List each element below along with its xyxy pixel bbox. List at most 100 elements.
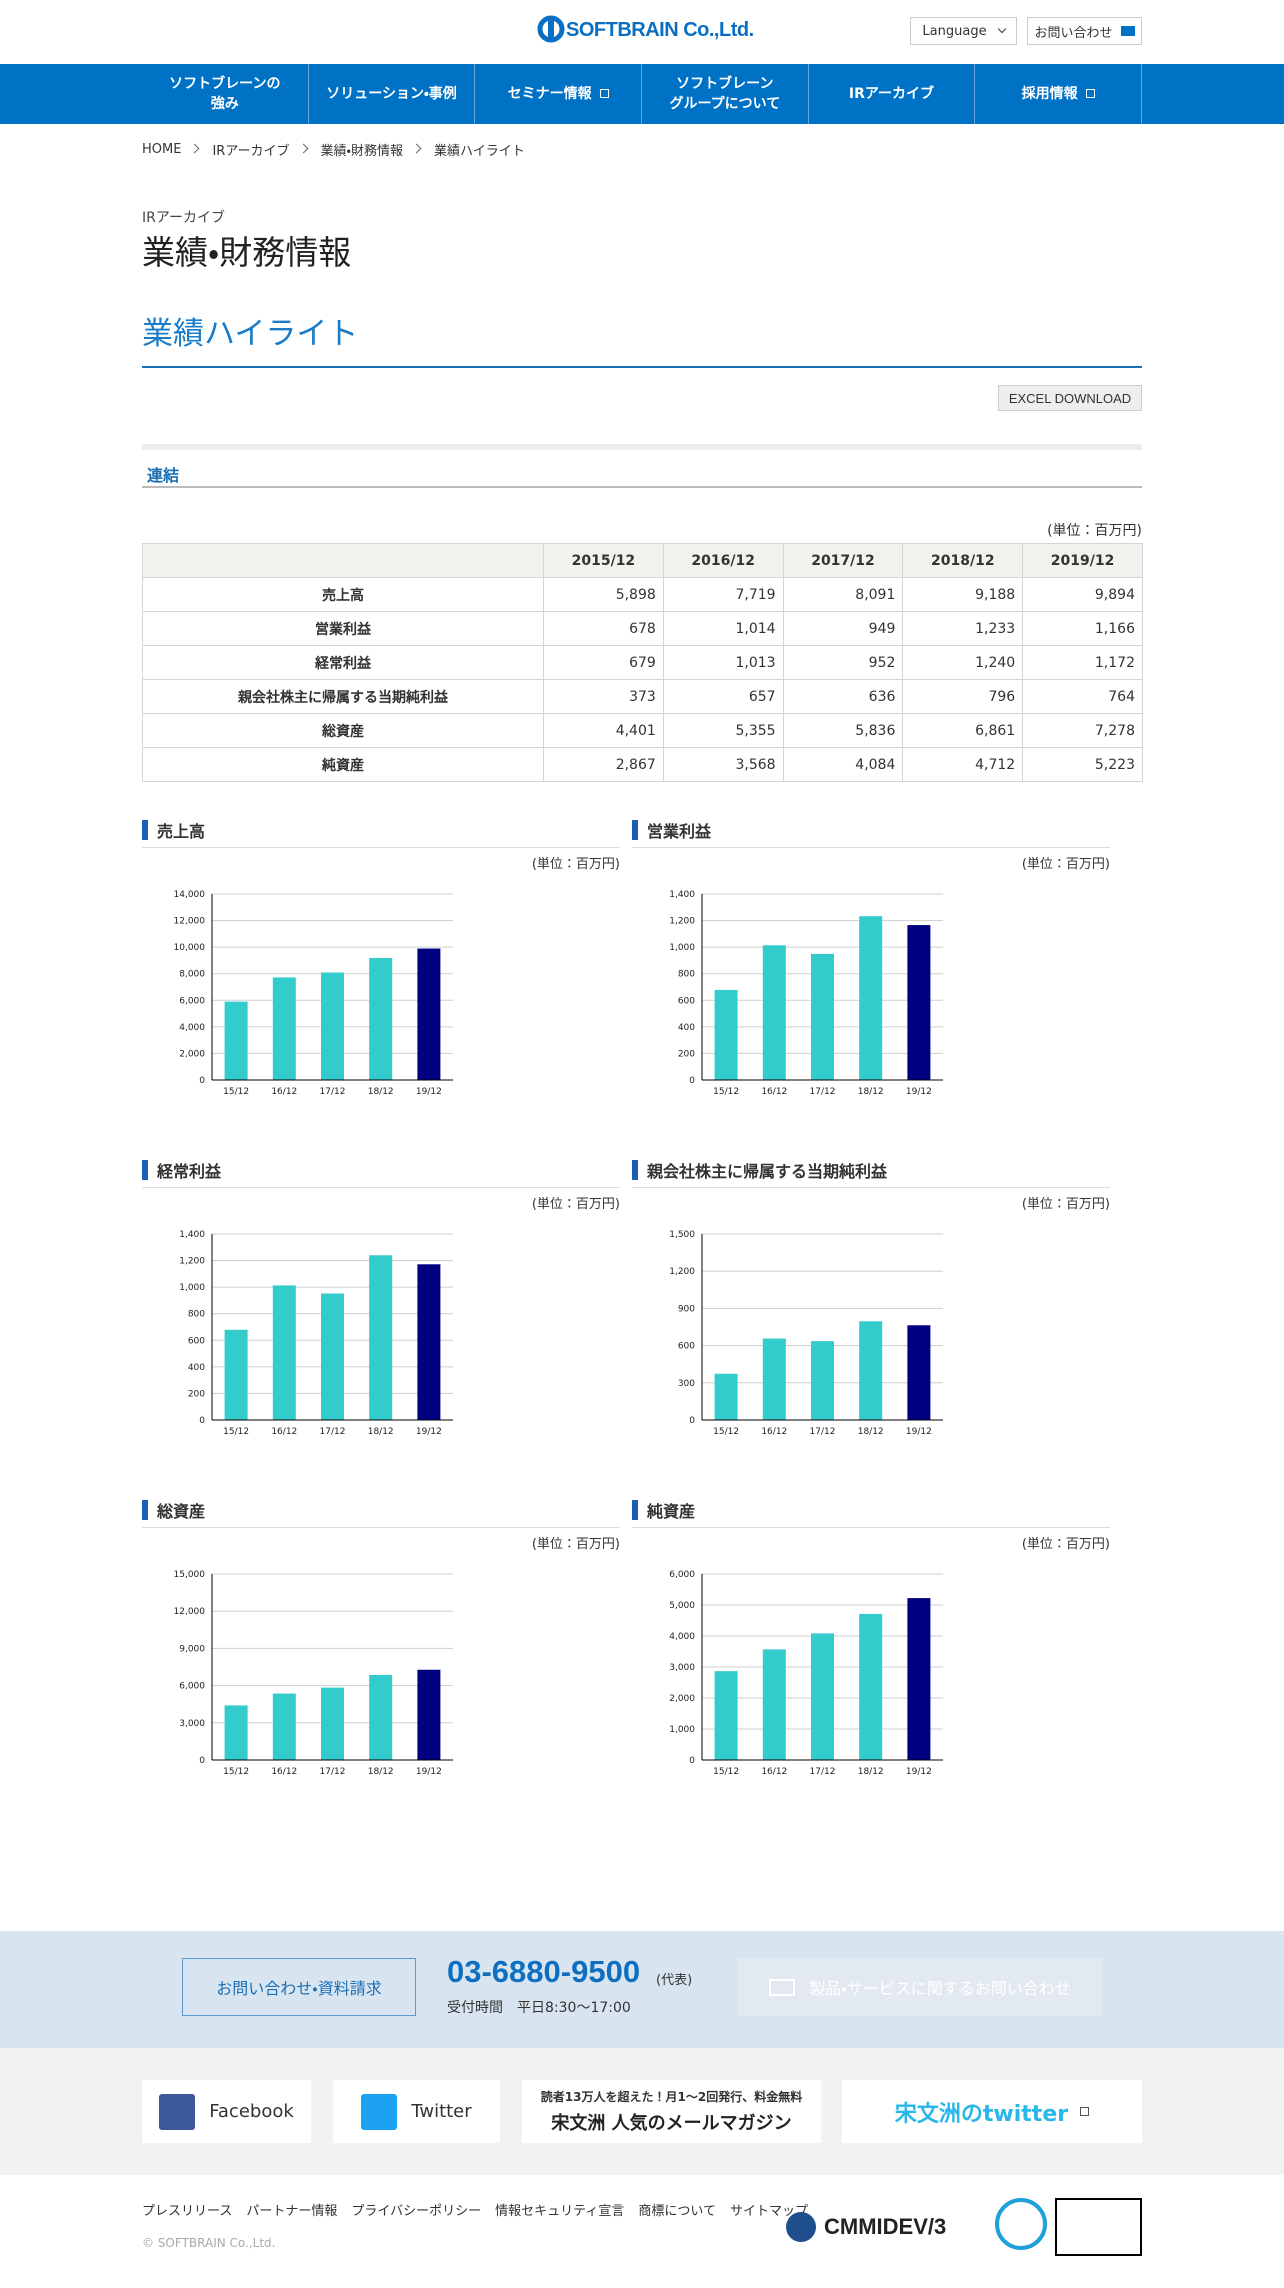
excel-download-button[interactable]: EXCEL DOWNLOAD bbox=[998, 385, 1142, 411]
x-tick-label: 19/12 bbox=[416, 1427, 442, 1437]
external-icon bbox=[1080, 2107, 1090, 2116]
nav-item[interactable]: IRアーカイブ bbox=[809, 64, 976, 124]
twitter-label: Twitter bbox=[411, 2101, 472, 2122]
chart-title: 経常利益 bbox=[156, 1162, 222, 1181]
isms-badge bbox=[1055, 2198, 1142, 2256]
bar bbox=[811, 1633, 834, 1760]
table-header-cell: 2018/12 bbox=[902, 543, 1024, 578]
x-tick-label: 16/12 bbox=[761, 1087, 787, 1097]
footer-link[interactable]: プレスリリース bbox=[142, 2204, 233, 2219]
language-select[interactable]: Language bbox=[910, 17, 1017, 45]
nav-item-line: グループについて bbox=[669, 96, 781, 112]
x-tick-label: 19/12 bbox=[416, 1087, 442, 1097]
header-contact[interactable]: お問い合わせ bbox=[1027, 17, 1142, 45]
y-tick-label: 0 bbox=[689, 1076, 695, 1086]
y-tick-label: 5,000 bbox=[669, 1601, 695, 1611]
table-label-cell: 経常利益 bbox=[142, 645, 544, 680]
breadcrumb-item[interactable]: 業績・財務情報 bbox=[320, 144, 403, 159]
song-twitter-banner[interactable]: 宋文洲のtwitter bbox=[842, 2080, 1142, 2143]
y-tick-label: 8,000 bbox=[179, 970, 205, 980]
footer-link[interactable]: サイトマップ bbox=[729, 2204, 808, 2219]
unit-label: (単位：百万円) bbox=[532, 856, 620, 872]
chart: 経常利益 (単位：百万円) 0 200 400 600 800 1,000 1,200 1,400… bbox=[142, 1160, 620, 1437]
nav-item[interactable]: ソフトブレーンの 強み bbox=[142, 64, 309, 124]
breadcrumb-item[interactable]: IRアーカイブ bbox=[212, 144, 290, 159]
facebook-banner[interactable]: Facebook bbox=[142, 2080, 311, 2143]
nav-item-line: ソリューション・事例 bbox=[326, 86, 457, 102]
table-header-cell: 2019/12 bbox=[1022, 543, 1143, 578]
y-tick-label: 12,000 bbox=[174, 1607, 206, 1617]
cmmi-icon bbox=[786, 2212, 816, 2242]
x-tick-label: 17/12 bbox=[320, 1087, 346, 1097]
tab-rule bbox=[142, 486, 1142, 488]
nav-item-line: ソフトブレーンの bbox=[169, 76, 281, 92]
footer-link[interactable]: プライバシーポリシー bbox=[351, 2204, 482, 2219]
nav-item[interactable]: ソフトブレーン グループについて bbox=[642, 64, 809, 124]
breadcrumb-item[interactable]: HOME bbox=[142, 142, 182, 157]
chart-title: 総資産 bbox=[156, 1502, 205, 1521]
facebook-icon bbox=[159, 2093, 196, 2130]
contact-button[interactable]: お問い合わせ・資料請求 bbox=[182, 1958, 416, 2016]
breadcrumb-separator bbox=[411, 143, 422, 154]
table-row: 総資産 4,401 5,355 5,836 6,861 7,278 bbox=[142, 713, 1143, 748]
bar bbox=[417, 1669, 441, 1760]
x-tick-label: 19/12 bbox=[906, 1427, 932, 1437]
table-value-cell: 7,719 bbox=[662, 577, 784, 612]
y-tick-label: 2,000 bbox=[179, 1049, 205, 1059]
twitter-banner[interactable]: Twitter bbox=[333, 2080, 500, 2143]
section-title: 業績ハイライト bbox=[142, 316, 359, 352]
title-marker bbox=[632, 1160, 638, 1180]
section-rule bbox=[142, 366, 1142, 368]
breadcrumb-separator bbox=[298, 143, 308, 154]
product-inquiry-label: 製品・サービスに関するお問い合わせ bbox=[809, 1979, 1071, 1998]
x-tick-label: 15/12 bbox=[223, 1427, 249, 1437]
x-tick-label: 16/12 bbox=[761, 1427, 787, 1437]
bar bbox=[762, 1649, 786, 1760]
y-tick-label: 600 bbox=[678, 996, 695, 1006]
nav-item[interactable]: 採用情報 bbox=[975, 64, 1142, 124]
bar bbox=[417, 948, 441, 1080]
y-tick-label: 1,000 bbox=[669, 1725, 695, 1735]
footer-link[interactable]: パートナー情報 bbox=[246, 2204, 338, 2219]
table-label-cell: 売上高 bbox=[142, 577, 544, 612]
bar bbox=[859, 1613, 883, 1760]
x-tick-label: 18/12 bbox=[368, 1087, 394, 1097]
table-value-cell: 5,223 bbox=[1022, 747, 1143, 782]
table-value-cell: 5,836 bbox=[782, 713, 904, 748]
y-tick-label: 6,000 bbox=[179, 1682, 205, 1692]
table-value-cell: 9,894 bbox=[1022, 577, 1143, 612]
x-tick-label: 16/12 bbox=[271, 1427, 297, 1437]
y-tick-label: 400 bbox=[678, 1023, 695, 1033]
bar bbox=[272, 1693, 296, 1760]
bar bbox=[762, 1338, 786, 1420]
y-tick-label: 900 bbox=[678, 1304, 695, 1314]
table-value-cell: 4,712 bbox=[902, 747, 1024, 782]
nav-item[interactable]: ソリューション・事例 bbox=[309, 64, 476, 124]
y-tick-label: 400 bbox=[188, 1363, 205, 1373]
y-tick-label: 200 bbox=[188, 1389, 205, 1399]
copyright: © SOFTBRAIN Co.,Ltd. bbox=[142, 2236, 276, 2250]
magazine-banner[interactable]: 読者13万人を超えた！月1～2回発行、料金無料 宋文洲 人気のメールマガジン bbox=[522, 2080, 821, 2143]
table-value-cell: 373 bbox=[543, 679, 664, 714]
table-header-row: 2015/12 2016/12 2017/12 2018/12 2019/12 bbox=[142, 543, 1143, 578]
table-value-cell: 5,355 bbox=[662, 713, 784, 748]
nav-item-line: セミナー情報 bbox=[508, 84, 609, 104]
page-title: 業績・財務情報 bbox=[142, 233, 352, 272]
product-inquiry-button[interactable]: 製品・サービスに関するお問い合わせ bbox=[738, 1958, 1102, 2016]
page-category: IRアーカイブ bbox=[142, 210, 226, 226]
x-tick-label: 15/12 bbox=[713, 1427, 739, 1437]
title-marker bbox=[142, 1500, 148, 1520]
bar bbox=[321, 1687, 344, 1760]
dropdown-caret bbox=[997, 24, 1006, 34]
chart: 総資産 (単位：百万円) 0 3,000 6,000 9,000 12,000 15,000 1… bbox=[142, 1500, 620, 1777]
consolidated-tab[interactable]: 連結 bbox=[147, 466, 180, 485]
chart: 純資産 (単位：百万円) 0 1,000 2,000 3,000 4,000 5,000 6,0… bbox=[632, 1500, 1110, 1777]
footer-link[interactable]: 情報セキュリティ宣言 bbox=[495, 2204, 625, 2219]
y-tick-label: 0 bbox=[689, 1756, 695, 1766]
footer-link[interactable]: 商標について bbox=[638, 2204, 716, 2219]
bar bbox=[224, 1329, 248, 1420]
chart-title: 売上高 bbox=[157, 822, 205, 841]
unit-label: (単位：百万円) bbox=[532, 1196, 620, 1212]
nav-item[interactable]: セミナー情報 bbox=[475, 64, 642, 124]
